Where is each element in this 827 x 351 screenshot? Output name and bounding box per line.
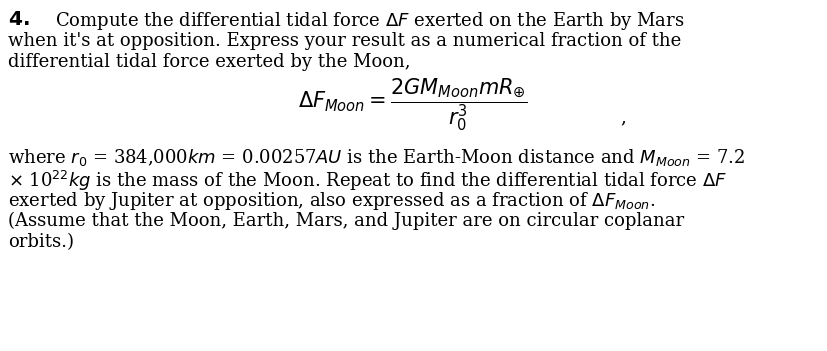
Text: $\Delta F_{Moon} = \dfrac{2GM_{Moon}mR_{\oplus}}{r_0^3}$: $\Delta F_{Moon} = \dfrac{2GM_{Moon}mR_{… [298, 77, 528, 133]
Text: where $r_0$ = 384,000$km$ = 0.00257$AU$ is the Earth-Moon distance and $M_{Moon}: where $r_0$ = 384,000$km$ = 0.00257$AU$ … [8, 147, 745, 168]
Text: differential tidal force exerted by the Moon,: differential tidal force exerted by the … [8, 53, 410, 71]
Text: (Assume that the Moon, Earth, Mars, and Jupiter are on circular coplanar: (Assume that the Moon, Earth, Mars, and … [8, 212, 684, 230]
Text: orbits.): orbits.) [8, 233, 74, 251]
Text: exerted by Jupiter at opposition, also expressed as a fraction of $\Delta F_{Moo: exerted by Jupiter at opposition, also e… [8, 190, 656, 212]
Text: ,: , [620, 108, 626, 126]
Text: when it's at opposition. Express your result as a numerical fraction of the: when it's at opposition. Express your re… [8, 32, 681, 49]
Text: Compute the differential tidal force $\Delta F$ exerted on the Earth by Mars: Compute the differential tidal force $\D… [55, 10, 685, 32]
Text: $\times$ 10$^{22}$$kg$ is the mass of the Moon. Repeat to find the differential : $\times$ 10$^{22}$$kg$ is the mass of th… [8, 168, 727, 193]
Text: $\mathbf{4.}$: $\mathbf{4.}$ [8, 10, 30, 29]
